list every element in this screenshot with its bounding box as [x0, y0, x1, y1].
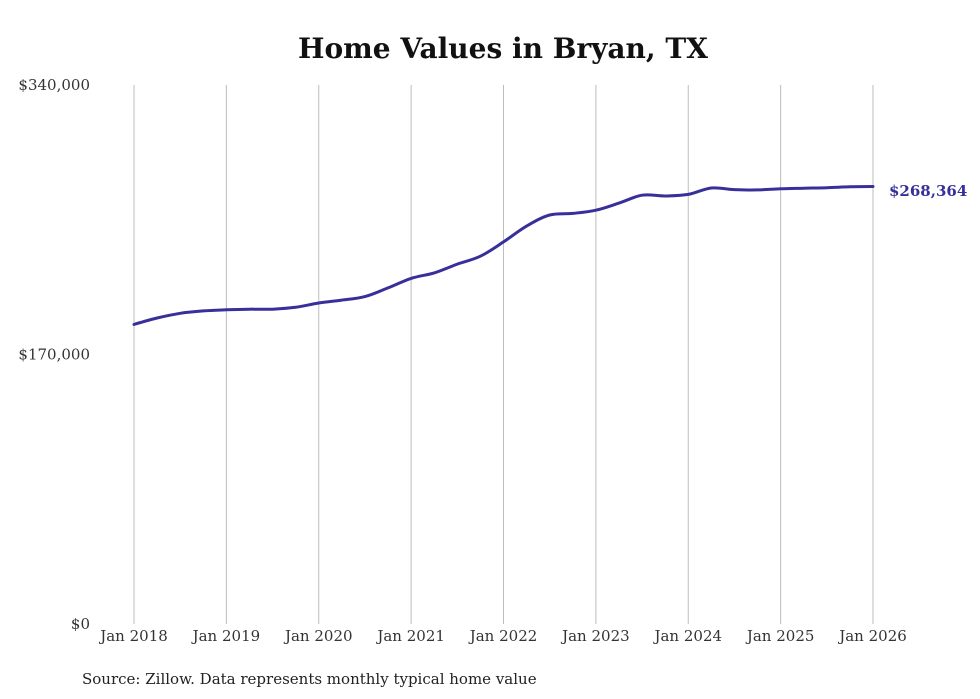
- y-tick-label: $170,000: [18, 346, 90, 364]
- x-tick-label: Jan 2025: [745, 627, 815, 645]
- x-tick-label: Jan 2018: [98, 627, 168, 645]
- x-axis-ticks: Jan 2018 Jan 2019 Jan 2020 Jan 2021 Jan 2022…: [98, 627, 907, 645]
- x-tick-label: Jan 2024: [652, 627, 722, 645]
- x-tick-label: Jan 2026: [837, 627, 907, 645]
- y-tick-label: $340,000: [18, 76, 90, 94]
- end-value-label: $268,364: [889, 182, 967, 200]
- gridlines: [133, 85, 874, 624]
- chart-title: Home Values in Bryan, TX: [298, 32, 708, 65]
- source-note: Source: Zillow. Data represents monthly …: [82, 670, 537, 688]
- series-line-0: [132, 185, 875, 326]
- y-axis-ticks: $0 $170,000 $340,000: [18, 76, 90, 633]
- x-tick-label: Jan 2023: [560, 627, 630, 645]
- x-tick-label: Jan 2022: [468, 627, 538, 645]
- x-tick-label: Jan 2020: [283, 627, 353, 645]
- y-tick-label: $0: [71, 615, 90, 633]
- series-lines: [132, 185, 875, 326]
- x-tick-label: Jan 2021: [375, 627, 445, 645]
- x-tick-label: Jan 2019: [191, 627, 261, 645]
